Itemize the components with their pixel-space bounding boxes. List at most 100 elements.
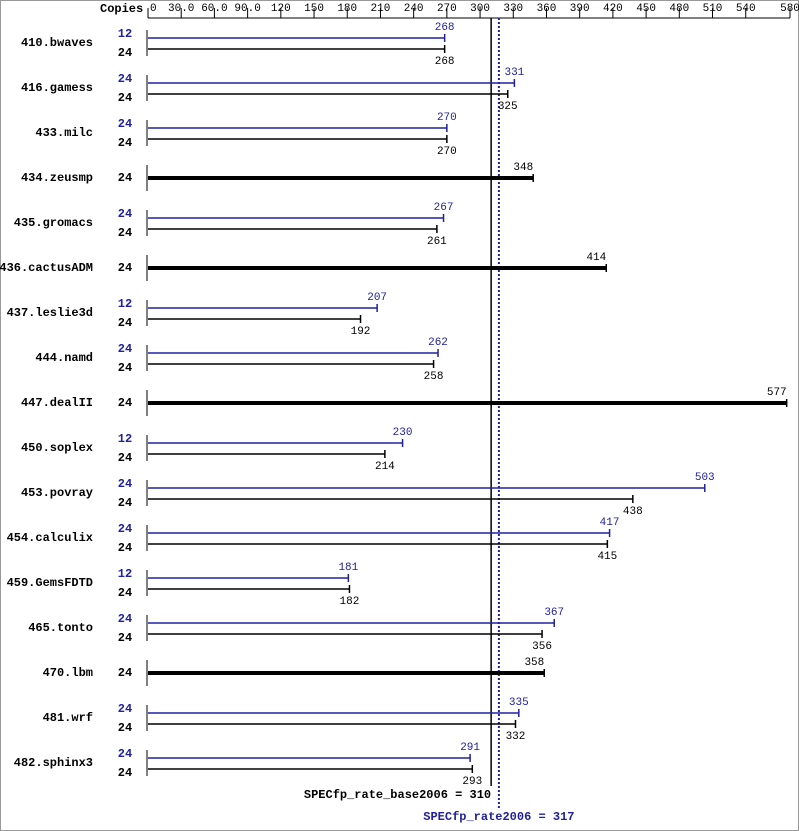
- value-label: 261: [427, 236, 447, 248]
- x-tick-label: 180: [337, 3, 357, 15]
- copies-label: 24: [118, 666, 132, 680]
- value-label: 332: [506, 731, 526, 743]
- benchmark-name: 482.sphinx3: [14, 756, 93, 770]
- value-label: 331: [504, 67, 524, 79]
- value-label: 325: [498, 101, 518, 113]
- copies-label: 24: [118, 91, 132, 105]
- copies-label: 24: [118, 702, 132, 716]
- copies-label: 24: [118, 261, 132, 275]
- value-label: 270: [437, 146, 457, 158]
- value-label: 207: [367, 292, 387, 304]
- copies-label: 24: [118, 207, 132, 221]
- value-label: 262: [428, 337, 448, 349]
- copies-label: 24: [118, 361, 132, 375]
- benchmark-name: 453.povray: [21, 486, 93, 500]
- copies-header: Copies: [100, 2, 143, 16]
- x-tick-label: 450: [636, 3, 656, 15]
- x-tick-label: 360: [537, 3, 557, 15]
- copies-label: 24: [118, 541, 132, 555]
- value-label: 267: [434, 202, 454, 214]
- x-tick-label: 420: [603, 3, 623, 15]
- copies-label: 24: [118, 451, 132, 465]
- benchmark-name: 433.milc: [35, 126, 93, 140]
- copies-label: 24: [118, 586, 132, 600]
- value-label: 414: [586, 252, 606, 264]
- benchmark-name: 416.gamess: [21, 81, 93, 95]
- value-label: 503: [695, 472, 715, 484]
- copies-label: 24: [118, 396, 132, 410]
- copies-label: 24: [118, 136, 132, 150]
- copies-label: 24: [118, 522, 132, 536]
- x-tick-label: 270: [437, 3, 457, 15]
- copies-label: 24: [118, 72, 132, 86]
- copies-label: 24: [118, 721, 132, 735]
- copies-label: 24: [118, 342, 132, 356]
- value-label: 335: [509, 697, 529, 709]
- x-tick-label: 240: [404, 3, 424, 15]
- value-label: 291: [460, 742, 480, 754]
- value-label: 182: [340, 596, 360, 608]
- value-label: 438: [623, 506, 643, 518]
- value-label: 356: [532, 641, 552, 653]
- benchmark-name: 454.calculix: [7, 531, 93, 545]
- value-label: 577: [767, 387, 787, 399]
- copies-label: 12: [118, 567, 132, 581]
- copies-label: 24: [118, 612, 132, 626]
- copies-label: 24: [118, 171, 132, 185]
- copies-label: 24: [118, 766, 132, 780]
- value-label: 417: [600, 517, 620, 529]
- value-label: 268: [435, 22, 455, 34]
- copies-label: 24: [118, 631, 132, 645]
- x-tick-label: 30.0: [168, 3, 194, 15]
- reference-label: SPECfp_rate_base2006 = 310: [304, 788, 491, 802]
- benchmark-name: 447.dealII: [21, 396, 93, 410]
- copies-label: 24: [118, 226, 132, 240]
- x-tick-label: 120: [271, 3, 291, 15]
- value-label: 230: [393, 427, 413, 439]
- benchmark-name: 410.bwaves: [21, 36, 93, 50]
- benchmark-name: 434.zeusmp: [21, 171, 93, 185]
- value-label: 214: [375, 461, 395, 473]
- x-tick-label: 510: [703, 3, 723, 15]
- x-tick-label: 390: [570, 3, 590, 15]
- value-label: 415: [597, 551, 617, 563]
- benchmark-name: 435.gromacs: [14, 216, 93, 230]
- value-label: 268: [435, 56, 455, 68]
- x-tick-label: 480: [669, 3, 689, 15]
- value-label: 293: [462, 776, 482, 788]
- benchmark-name: 437.leslie3d: [7, 306, 93, 320]
- copies-label: 24: [118, 46, 132, 60]
- x-tick-label: 330: [503, 3, 523, 15]
- value-label: 358: [524, 657, 544, 669]
- value-label: 181: [338, 562, 358, 574]
- x-tick-label: 540: [736, 3, 756, 15]
- copies-label: 24: [118, 117, 132, 131]
- value-label: 192: [351, 326, 371, 338]
- reference-label: SPECfp_rate2006 = 317: [423, 810, 574, 824]
- benchmark-name: 450.soplex: [21, 441, 93, 455]
- benchmark-name: 436.cactusADM: [0, 261, 93, 275]
- benchmark-name: 444.namd: [35, 351, 93, 365]
- x-tick-label: 0: [150, 3, 157, 15]
- copies-label: 12: [118, 297, 132, 311]
- x-tick-label: 90.0: [234, 3, 260, 15]
- copies-label: 24: [118, 316, 132, 330]
- benchmark-name: 465.tonto: [28, 621, 93, 635]
- x-tick-label: 580: [780, 3, 799, 15]
- benchmark-name: 470.lbm: [43, 666, 93, 680]
- benchmark-name: 459.GemsFDTD: [7, 576, 93, 590]
- x-tick-label: 60.0: [201, 3, 227, 15]
- x-tick-label: 150: [304, 3, 324, 15]
- x-tick-label: 300: [470, 3, 490, 15]
- value-label: 367: [544, 607, 564, 619]
- value-label: 348: [513, 162, 533, 174]
- value-label: 270: [437, 112, 457, 124]
- copies-label: 24: [118, 477, 132, 491]
- copies-label: 24: [118, 747, 132, 761]
- x-tick-label: 210: [371, 3, 391, 15]
- copies-label: 24: [118, 496, 132, 510]
- copies-label: 12: [118, 432, 132, 446]
- copies-label: 12: [118, 27, 132, 41]
